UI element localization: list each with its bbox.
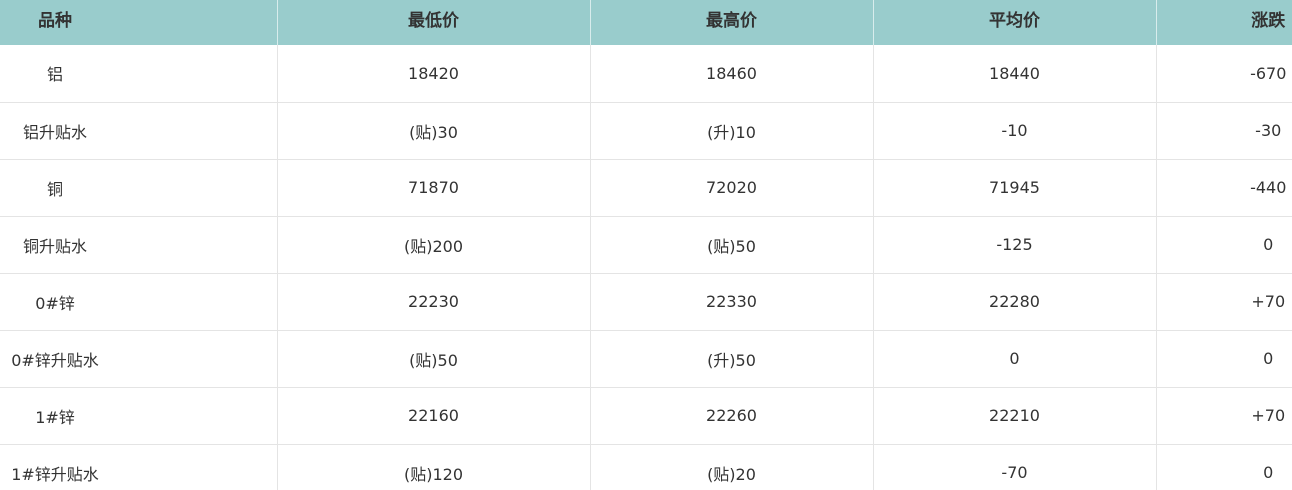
table-row: 铝 18420 18460 18440 -670 [0,45,1292,103]
header-cell: 品种 [0,0,277,45]
price-cell: 22260 [589,387,873,445]
price-cell: 71870 [276,159,590,217]
price-cell: 0 [1155,444,1292,490]
header-row: 品种 最低价 最高价 平均价 涨跌 [0,0,1292,45]
price-cell: -10 [872,102,1156,160]
price-cell: +70 [1155,387,1292,445]
variety-cell: 铝升贴水 [0,102,277,160]
price-cell: 22330 [589,273,873,331]
variety-cell: 0#锌升贴水 [0,330,277,388]
price-cell: 71945 [872,159,1156,217]
variety-text: 1#锌升贴水 [11,464,99,484]
table-row: 铝升贴水 (贴)30 (升)10 -10 -30 [0,102,1292,160]
header-cell: 平均价 [872,0,1156,45]
price-cell: -440 [1155,159,1292,217]
table-row: 铜 71870 72020 71945 -440 [0,159,1292,217]
variety-cell: 0#锌 [0,273,277,331]
price-cell: 0 [1155,330,1292,388]
variety-text: 1#锌 [35,407,75,427]
price-cell: 72020 [589,159,873,217]
variety-text: 0#锌 [35,293,75,313]
price-cell: 18420 [276,45,590,103]
variety-cell: 1#锌升贴水 [0,444,277,490]
variety-text: 铜 [46,179,63,199]
price-cell: -670 [1155,45,1292,103]
table-body: 铝 18420 18460 18440 -670 铝升贴水 (贴)30 (升)10 -10 -30… [0,45,1292,490]
price-cell: -70 [872,444,1156,490]
price-cell: (贴)200 [276,216,590,274]
variety-cell: 铝 [0,45,277,103]
price-cell: (贴)30 [276,102,590,160]
table-row: 0#锌升贴水 (贴)50 (升)50 0 0 [0,330,1292,388]
variety-text: 铜升贴水 [22,236,87,256]
price-cell: (贴)120 [276,444,590,490]
variety-text: 铝 [46,65,63,85]
variety-cell: 铜升贴水 [0,216,277,274]
header-text: 品种 [38,11,72,31]
price-cell: 22230 [276,273,590,331]
price-cell: +70 [1155,273,1292,331]
price-cell: 18460 [589,45,873,103]
price-cell: 0 [1155,216,1292,274]
price-cell: -30 [1155,102,1292,160]
table-row: 1#锌升贴水 (贴)120 (贴)20 -70 0 [0,444,1292,490]
price-cell: -125 [872,216,1156,274]
header-cell: 最高价 [589,0,873,45]
header-cell: 涨跌 [1155,0,1292,45]
price-cell: 0 [872,330,1156,388]
table-row: 0#锌 22230 22330 22280 +70 [0,273,1292,331]
price-cell: (贴)50 [276,330,590,388]
price-cell: (贴)50 [589,216,873,274]
price-cell: 22160 [276,387,590,445]
price-cell: (贴)20 [589,444,873,490]
variety-cell: 1#锌 [0,387,277,445]
price-cell: 22280 [872,273,1156,331]
price-cell: (升)10 [589,102,873,160]
price-cell: 22210 [872,387,1156,445]
variety-text: 0#锌升贴水 [11,350,99,370]
table-row: 铜升贴水 (贴)200 (贴)50 -125 0 [0,216,1292,274]
price-cell: (升)50 [589,330,873,388]
variety-text: 铝升贴水 [22,122,87,142]
header-cell: 最低价 [276,0,590,45]
table-row: 1#锌 22160 22260 22210 +70 [0,387,1292,445]
price-cell: 18440 [872,45,1156,103]
variety-cell: 铜 [0,159,277,217]
